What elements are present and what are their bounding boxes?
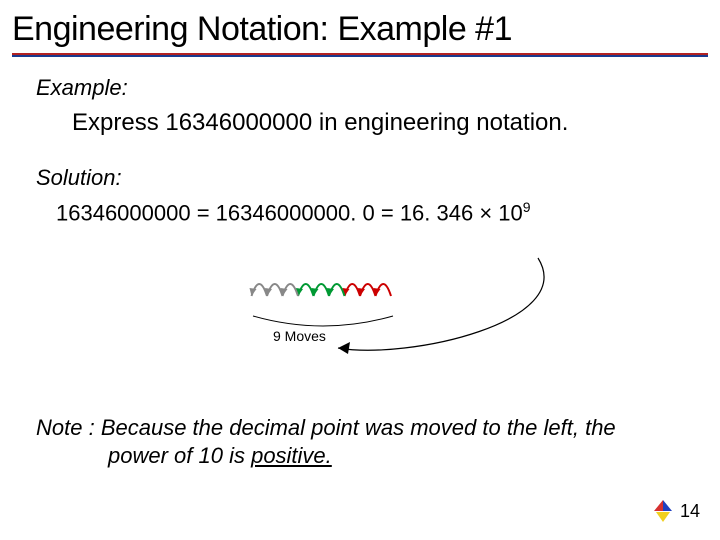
- corner-logo-icon: [650, 498, 676, 524]
- note-line2a: power of 10 is: [108, 443, 251, 468]
- note-line1: Because the decimal point was moved to t…: [101, 415, 616, 440]
- equation-lhs: 16346000000: [56, 200, 191, 225]
- problem-statement: Express 16346000000 in engineering notat…: [72, 109, 720, 137]
- underline-bottom: [12, 55, 708, 57]
- equation-eq1: =: [191, 200, 216, 225]
- title-underline: [12, 53, 708, 57]
- note-line2b: positive.: [251, 443, 332, 468]
- equation-row: 16346000000 = 16346000000. 0 = 16. 346 ×…: [56, 199, 720, 226]
- moves-label: 9 Moves: [273, 328, 326, 344]
- curved-arrow-icon: [328, 252, 568, 362]
- equation-mid: 16346000000. 0: [216, 200, 375, 225]
- slide-number: 14: [680, 501, 700, 522]
- equation-eq2: =: [375, 200, 400, 225]
- equation-rhs-exponent: 9: [523, 199, 531, 215]
- note-text: Note : Because the decimal point was mov…: [36, 414, 616, 469]
- page-title: Engineering Notation: Example #1: [0, 0, 720, 51]
- solution-label: Solution:: [36, 165, 720, 191]
- note-prefix: Note :: [36, 415, 101, 440]
- equation-rhs-base: 16. 346 × 10: [400, 200, 523, 225]
- example-label: Example:: [36, 75, 720, 101]
